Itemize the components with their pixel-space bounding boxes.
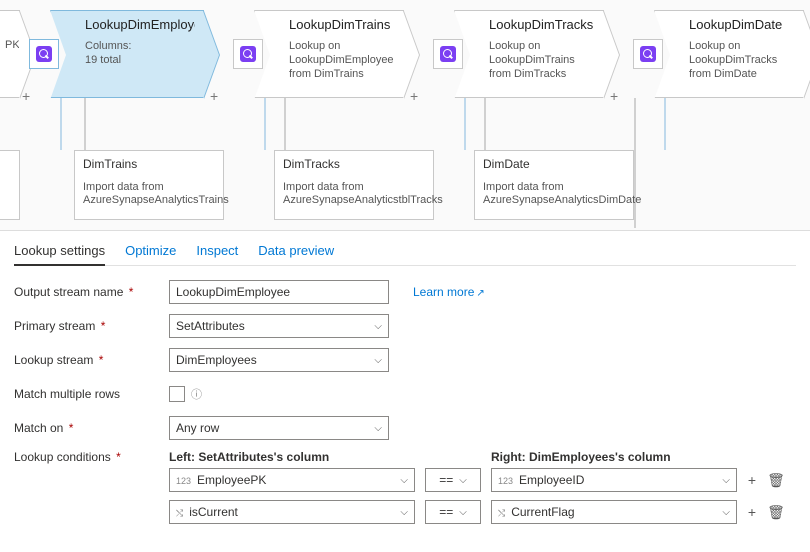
flow-canvas[interactable]: PK,LookupDimEmployeeColumns:19 totalLook… [0,0,810,230]
cond-left-header: Left: SetAttributes's column [169,450,425,464]
chevron-down-icon: ⌵ [374,321,382,332]
source-sub: Import data from AzureSynapseAnalyticsDi… [483,181,625,207]
match-multi-label: Match multiple rows [14,387,169,401]
node-sub: Lookup on LookupDimTracksfrom DimDate [689,40,795,81]
flow-node[interactable]: LookupDimTracks Lookup on LookupDimTrains… [454,10,604,98]
flow-node[interactable]: PK, [0,10,20,98]
chevron-down-icon: ⌵ [374,355,382,366]
lookup-icon [633,39,663,69]
flow-node[interactable]: LookupDimDate Lookup on LookupDimTracksfr… [654,10,804,98]
cond-right-header: Right: DimEmployees's column [491,450,671,464]
source-node[interactable]: DimTracks Import data from AzureSynapseAn… [274,150,434,220]
primary-stream-select[interactable]: SetAttributes⌵ [169,314,389,338]
operator-select[interactable]: ==⌵ [425,500,481,524]
condition-row: 123EmployeePK⌵ ==⌵ 123EmployeeID⌵ + 🗑 [169,468,796,492]
node-sub: Lookup on LookupDimTrainsfrom DimTracks [489,40,595,81]
match-on-label: Match on * [14,421,169,435]
tab-data-preview[interactable]: Data preview [258,237,334,265]
add-step-button[interactable]: + [22,88,30,104]
source-title: DimTrains [83,157,215,171]
right-column-select[interactable]: ⤭CurrentFlag⌵ [491,500,737,524]
lookup-icon [433,39,463,69]
edge [484,98,486,150]
source-sub: Import data from AzureSynapseAnalyticsTr… [83,181,215,207]
lookup-stream-label: Lookup stream * [14,353,169,367]
add-step-button[interactable]: + [210,88,218,104]
edge [264,98,266,150]
source-sub: loye [0,167,11,180]
tabs: Lookup settings Optimize Inspect Data previ… [14,231,796,266]
edge [84,98,86,150]
flow-node[interactable]: LookupDimEmployee Columns:19 total [50,10,204,98]
node-title: LookupDimTrains [289,17,395,32]
left-column-select[interactable]: 123EmployeePK⌵ [169,468,415,492]
add-step-button[interactable]: + [610,88,618,104]
edge [664,98,666,150]
condition-row: ⤭isCurrent⌵ ==⌵ ⤭CurrentFlag⌵ + 🗑 [169,500,796,524]
operator-select[interactable]: ==⌵ [425,468,481,492]
lookup-stream-select[interactable]: DimEmployees⌵ [169,348,389,372]
node-title: LookupDimEmployee [85,17,195,32]
delete-condition-button[interactable]: 🗑 [767,472,785,489]
learn-more-link[interactable]: Learn more↗ [413,285,485,299]
lookup-icon [233,39,263,69]
info-icon: ⓘ [191,386,202,402]
node-sub: Columns:19 total [85,40,195,68]
tab-lookup-settings[interactable]: Lookup settings [14,237,105,266]
chevron-down-icon: ⌵ [374,423,382,434]
lookup-icon [29,39,59,69]
source-node[interactable]: loye [0,150,20,220]
left-column-select[interactable]: ⤭isCurrent⌵ [169,500,415,524]
node-title: LookupDimTracks [489,17,595,32]
source-node[interactable]: DimDate Import data from AzureSynapseAnal… [474,150,634,220]
source-sub: Import data from AzureSynapseAnalyticstb… [283,181,425,207]
match-multi-checkbox[interactable] [169,386,185,402]
add-condition-button[interactable]: + [743,472,761,488]
settings-panel: Lookup settings Optimize Inspect Data previ… [0,230,810,552]
output-stream-label: Output stream name * [14,285,169,299]
tab-inspect[interactable]: Inspect [196,237,238,265]
add-condition-button[interactable]: + [743,504,761,520]
delete-condition-button[interactable]: 🗑 [767,504,785,521]
node-sub: Lookup onLookupDimEmployee from DimTrain… [289,40,395,81]
tab-optimize[interactable]: Optimize [125,237,176,265]
source-node[interactable]: DimTrains Import data from AzureSynapseAn… [74,150,224,220]
primary-stream-label: Primary stream * [14,319,169,333]
lookup-conditions-label: Lookup conditions * [14,450,169,464]
right-column-select[interactable]: 123EmployeeID⌵ [491,468,737,492]
add-step-button[interactable]: + [410,88,418,104]
edge [464,98,466,150]
edge [284,98,286,150]
source-title: DimDate [483,157,625,171]
edge [634,98,636,228]
output-stream-input[interactable] [169,280,389,304]
node-sub: PK, [5,25,11,53]
source-title: DimTracks [283,157,425,171]
flow-node[interactable]: LookupDimTrains Lookup onLookupDimEmploye… [254,10,404,98]
edge [60,98,62,150]
match-on-select[interactable]: Any row⌵ [169,416,389,440]
node-title: LookupDimDate [689,17,795,32]
